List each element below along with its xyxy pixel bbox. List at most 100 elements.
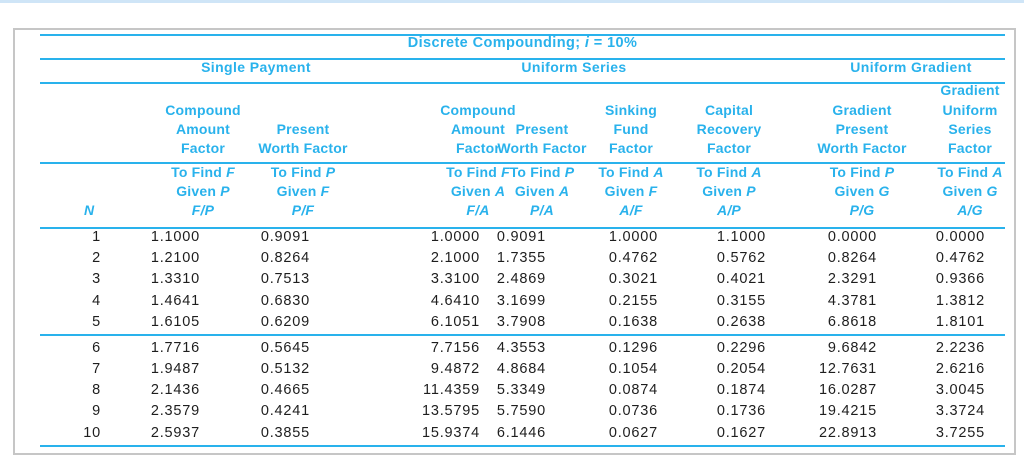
- table-cell-p-g: 12.7631: [818, 360, 877, 377]
- to-find-var: F: [497, 164, 510, 181]
- table-cell-a-f: 0.1638: [608, 314, 658, 331]
- horizontal-rule-2: [40, 57, 1005, 60]
- table-cell-a-g: 2.2236: [935, 339, 985, 356]
- table-row: 10 2.5937 0.3855 15.9374 6.1446 0.0627 0.1627 2…: [0, 423, 1024, 444]
- given-var: P: [216, 183, 230, 200]
- table-cell-a-p: 0.5762: [716, 249, 766, 266]
- table-cell-p-f: 0.3855: [260, 424, 310, 441]
- table-cell-p-f: 0.7513: [260, 271, 310, 288]
- notation-line: P/F: [291, 202, 315, 219]
- table-cell-p-a: 5.7590: [496, 403, 546, 420]
- table-cell-f-a: 4.6410: [430, 292, 480, 309]
- table-cell-p-f: 0.5132: [260, 360, 310, 377]
- notation-line: A/F: [619, 202, 643, 219]
- table-cell-p-f: 0.9091: [260, 228, 310, 245]
- given-var: A: [490, 183, 506, 200]
- table-cell-p-f: 0.6830: [260, 292, 310, 309]
- group-header-single-payment: Single Payment: [201, 59, 311, 75]
- table-cell-p-g: 6.8618: [827, 314, 877, 331]
- group-header-uniform-series: Uniform Series: [521, 59, 627, 75]
- to-find-label: To Find: [270, 164, 322, 181]
- table-row: 3 1.3310 0.7513 3.3100 2.4869 0.3021 0.4021 2.3…: [0, 269, 1024, 290]
- table-cell-a-f: 0.1054: [608, 360, 658, 377]
- column-header-p-g: Gradient Present Worth Factor: [817, 101, 907, 156]
- given-var: F: [644, 183, 658, 200]
- table-cell-p-g: 0.8264: [827, 249, 877, 266]
- row-number: 3: [92, 271, 101, 288]
- column-header-f-p: Compound Amount Factor: [165, 101, 241, 156]
- table-cell-f-a: 9.4872: [430, 360, 480, 377]
- column-notation-a-g: To Find A Given G A/G: [875, 163, 1024, 220]
- table-cell-f-a: 11.4359: [423, 382, 480, 399]
- table-cell-f-p: 2.1436: [150, 382, 200, 399]
- table-cell-f-a: 3.3100: [430, 271, 480, 288]
- column-header-a-g: Gradient Uniform Series Factor: [940, 82, 1000, 156]
- table-cell-p-a: 6.1446: [496, 424, 546, 441]
- table-cell-p-a: 3.7908: [496, 314, 546, 331]
- to-find-line: To Find P: [767, 163, 957, 182]
- table-cell-a-p: 0.1627: [716, 424, 766, 441]
- row-number: 5: [92, 314, 101, 331]
- table-cell-p-g: 22.8913: [818, 424, 877, 441]
- table-cell-f-p: 1.1000: [150, 228, 200, 245]
- notation-line: P/A: [530, 202, 554, 219]
- table-cell-a-p: 0.1874: [716, 382, 766, 399]
- table-cell-p-f: 0.4241: [260, 403, 310, 420]
- table-row: 4 1.4641 0.6830 4.6410 3.1699 0.2155 0.3155 4.3…: [0, 291, 1024, 312]
- to-find-label: To Find: [171, 164, 223, 181]
- table-cell-a-p: 0.2638: [716, 314, 766, 331]
- to-find-var: F: [222, 164, 235, 181]
- given-line: Given A: [383, 182, 573, 201]
- table-row: 5 1.6105 0.6209 6.1051 3.7908 0.1638 0.2638 6.8…: [0, 312, 1024, 333]
- table-row: 8 2.1436 0.4665 11.4359 5.3349 0.0874 0.1874 16…: [0, 380, 1024, 401]
- table-cell-f-a: 7.7156: [430, 339, 480, 356]
- table-cell-f-p: 2.5937: [150, 424, 200, 441]
- table-cell-p-a: 5.3349: [496, 382, 546, 399]
- table-cell-a-p: 0.4021: [716, 271, 766, 288]
- row-number: 7: [92, 360, 101, 377]
- table-cell-a-g: 2.6216: [935, 360, 985, 377]
- given-var: G: [982, 183, 998, 200]
- table-cell-a-p: 0.1736: [716, 403, 766, 420]
- table-cell-f-p: 1.7716: [150, 339, 200, 356]
- to-find-label: To Find: [696, 164, 748, 181]
- given-line: Given F: [536, 182, 726, 201]
- row-number: 9: [92, 403, 101, 420]
- to-find-var: A: [988, 164, 1003, 181]
- table-cell-p-a: 4.3553: [496, 339, 546, 356]
- table-cell-a-g: 1.3812: [935, 292, 985, 309]
- table-row: 1 1.1000 0.9091 1.0000 0.9091 1.0000 1.1000 0.0…: [0, 227, 1024, 248]
- table-cell-a-f: 0.0736: [608, 403, 658, 420]
- given-line: Given F: [208, 182, 398, 201]
- table-cell-p-a: 2.4869: [496, 271, 546, 288]
- to-find-label: To Find: [509, 164, 561, 181]
- table-cell-f-a: 13.5795: [421, 403, 480, 420]
- given-label: Given: [276, 183, 317, 200]
- column-notation-p-g: To Find P Given G P/G: [767, 163, 957, 220]
- to-find-line: To Find A: [875, 163, 1024, 182]
- table-cell-p-a: 1.7355: [496, 249, 546, 266]
- table-cell-p-g: 16.0287: [818, 382, 877, 399]
- to-find-line: To Find P: [208, 163, 398, 182]
- row-number: 2: [92, 249, 101, 266]
- given-line: Given P: [634, 182, 824, 201]
- column-notation-a-p: To Find A Given P A/P: [634, 163, 824, 220]
- table-cell-f-p: 1.4641: [150, 292, 200, 309]
- table-cell-a-f: 1.0000: [608, 228, 658, 245]
- title-interest-var: i: [584, 35, 590, 51]
- given-line: Given G: [875, 182, 1024, 201]
- notation-line: A/P: [717, 202, 741, 219]
- table-cell-a-g: 3.7255: [935, 424, 985, 441]
- given-label: Given: [604, 183, 645, 200]
- column-header-f-a: Compound Amount Factor: [440, 101, 516, 156]
- row-number: 10: [83, 424, 101, 441]
- column-header-a-p: Capital Recovery Factor: [696, 101, 762, 156]
- table-cell-f-p: 1.6105: [150, 314, 200, 331]
- table-cell-a-g: 3.0045: [935, 382, 985, 399]
- table-cell-p-a: 3.1699: [496, 292, 546, 309]
- table-cell-p-f: 0.8264: [260, 249, 310, 266]
- table-row: 9 2.3579 0.4241 13.5795 5.7590 0.0736 0.1736 19…: [0, 401, 1024, 422]
- given-label: Given: [942, 183, 983, 200]
- row-number: 1: [92, 228, 101, 245]
